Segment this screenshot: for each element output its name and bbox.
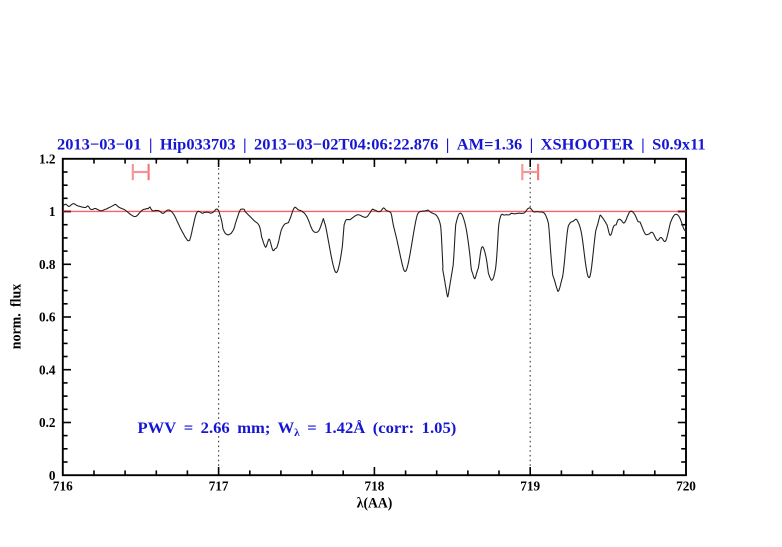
svg-text:0.4: 0.4 [39, 362, 56, 377]
svg-text:1: 1 [49, 204, 56, 219]
svg-text:719: 719 [520, 478, 540, 493]
svg-text:0.6: 0.6 [39, 310, 56, 325]
svg-text:0.8: 0.8 [39, 257, 56, 272]
svg-text:PWV = 2.66 mm; Wλ = 1.42: PWV = 2.66 mm; Wλ = 1.42Å (corr: 1.05) [138, 419, 457, 439]
svg-text:λ(AA): λ(AA) [357, 495, 393, 511]
svg-text:716: 716 [53, 478, 73, 493]
svg-text:717: 717 [209, 478, 229, 493]
svg-text:718: 718 [365, 478, 385, 493]
svg-text:720: 720 [676, 478, 696, 493]
svg-text:norm. flux: norm. flux [9, 283, 25, 349]
svg-text:2013−03−01 | Hip033703 | 2: 2013−03−01 | Hip033703 | 2013−03−02T04:0… [57, 135, 706, 153]
svg-text:0.2: 0.2 [39, 415, 56, 430]
svg-text:1.2: 1.2 [39, 151, 56, 166]
svg-text:0: 0 [49, 468, 56, 483]
